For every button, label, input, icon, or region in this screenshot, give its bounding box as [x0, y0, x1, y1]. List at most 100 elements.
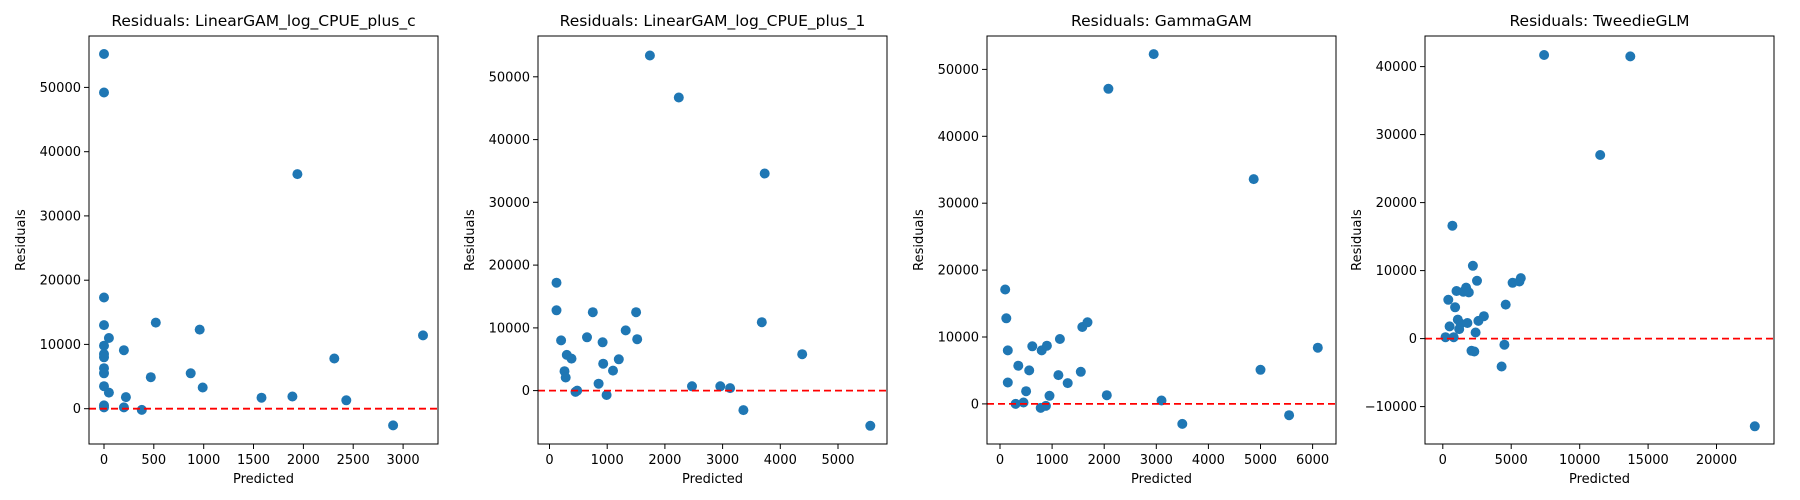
scatter-point [341, 395, 352, 406]
y-tick-label: 10000 [40, 338, 81, 353]
subplot-title: Residuals: LinearGAM_log_CPUE_plus_1 [560, 12, 866, 31]
scatter-point [118, 402, 129, 413]
scatter-point [756, 317, 767, 328]
y-tick-label: 40000 [1376, 60, 1417, 75]
scatter-point [632, 334, 643, 345]
y-tick-label: 20000 [1376, 196, 1417, 211]
scatter-point [1312, 342, 1323, 353]
scatter-point [1469, 346, 1480, 357]
subplot-title: Residuals: TweedieGLM [1509, 12, 1689, 30]
scatter-point [1448, 332, 1459, 343]
scatter-point [99, 292, 109, 303]
scatter-point [673, 92, 684, 103]
y-tick-label: 50000 [40, 81, 81, 96]
scatter-point [1248, 174, 1259, 185]
x-tick-label: 5000 [821, 453, 854, 468]
scatter-point [725, 383, 736, 394]
y-tick-label: 20000 [40, 274, 81, 289]
x-tick-label: 1500 [237, 453, 270, 468]
y-tick-label: 40000 [40, 145, 81, 160]
y-axis-label: Residuals [463, 209, 478, 271]
x-tick-label: 0 [100, 453, 108, 468]
scatter-point [136, 404, 147, 415]
scatter-point [1000, 284, 1011, 295]
scatter-point [597, 337, 608, 348]
scatter-point [1463, 287, 1474, 298]
scatter-point [292, 169, 303, 180]
scatter-point [197, 382, 208, 393]
x-tick-label: 0 [545, 453, 553, 468]
scatter-point [1075, 366, 1086, 377]
y-tick-label: 10000 [489, 321, 530, 336]
scatter-point [1101, 390, 1112, 401]
scatter-point [631, 307, 642, 318]
scatter-point [1024, 365, 1035, 376]
x-tick-label: 500 [141, 453, 166, 468]
y-tick-label: 40000 [938, 130, 979, 145]
x-tick-label: 15000 [1627, 453, 1668, 468]
x-tick-label: 1000 [591, 453, 624, 468]
scatter-point [1044, 390, 1055, 401]
scatter-point [99, 402, 109, 413]
y-tick-label: −10000 [1365, 400, 1417, 415]
scatter-point [687, 381, 697, 392]
scatter-point [620, 325, 631, 336]
axes-frame [986, 35, 1337, 445]
y-tick-label: 30000 [40, 209, 81, 224]
x-tick-label: 2000 [1088, 453, 1121, 468]
y-tick-label: 10000 [938, 331, 979, 346]
scatter-point [1013, 360, 1024, 371]
scatter-point [1462, 318, 1473, 328]
scatter-point [1515, 273, 1526, 284]
x-tick-label: 3000 [387, 453, 420, 468]
x-tick-label: 4000 [1192, 453, 1225, 468]
scatter-point [1177, 418, 1188, 429]
subplot-1: Residuals: LinearGAM_log_CPUE_plus_c Pre… [14, 12, 439, 487]
scatter-point [759, 168, 770, 179]
scatter-point [99, 49, 109, 59]
x-tick-label: 5000 [1495, 453, 1528, 468]
scatter-point [99, 320, 109, 331]
scatter-point [715, 381, 726, 392]
scatter-point [99, 368, 109, 379]
y-tick-label: 10000 [1376, 264, 1417, 279]
x-axis-label: Predicted [1131, 472, 1192, 487]
scatter-point [865, 420, 876, 431]
scatter-point [608, 365, 618, 376]
scatter-point [103, 387, 114, 398]
scatter-point [1447, 220, 1458, 231]
x-tick-label: 2500 [337, 453, 370, 468]
scatter-point [1062, 378, 1073, 389]
x-tick-label: 20000 [1696, 453, 1737, 468]
scatter-point [1053, 370, 1064, 381]
y-axis-label: Residuals [14, 209, 29, 271]
subplot-4: Residuals: TweedieGLM Predicted Residual… [1350, 12, 1775, 487]
y-tick-label: 30000 [938, 197, 979, 212]
scatter-point [1082, 317, 1093, 328]
scatter-point [1478, 311, 1489, 322]
y-tick-label: 0 [971, 397, 979, 412]
scatter-point [1443, 294, 1454, 305]
scatter-point [556, 335, 567, 346]
y-tick-label: 50000 [938, 63, 979, 78]
x-tick-label: 2000 [287, 453, 320, 468]
x-tick-label: 1000 [187, 453, 220, 468]
y-tick-label: 0 [522, 384, 530, 399]
scatter-point [1496, 361, 1507, 372]
y-tick-label: 20000 [489, 259, 530, 274]
y-tick-label: 50000 [489, 70, 530, 85]
scatter-point [613, 354, 624, 365]
scatter-point [1470, 327, 1481, 338]
scatter-point [598, 358, 609, 369]
scatter-point [593, 378, 604, 389]
scatter-point [601, 390, 612, 400]
y-tick-label: 30000 [1376, 128, 1417, 143]
x-axis-label: Predicted [1569, 472, 1630, 487]
scatter-point [145, 372, 156, 383]
scatter-point [1001, 313, 1012, 324]
y-tick-label: 0 [73, 402, 81, 417]
x-axis-label: Predicted [682, 472, 743, 487]
scatter-point [388, 420, 399, 431]
scatter-point [99, 87, 109, 98]
